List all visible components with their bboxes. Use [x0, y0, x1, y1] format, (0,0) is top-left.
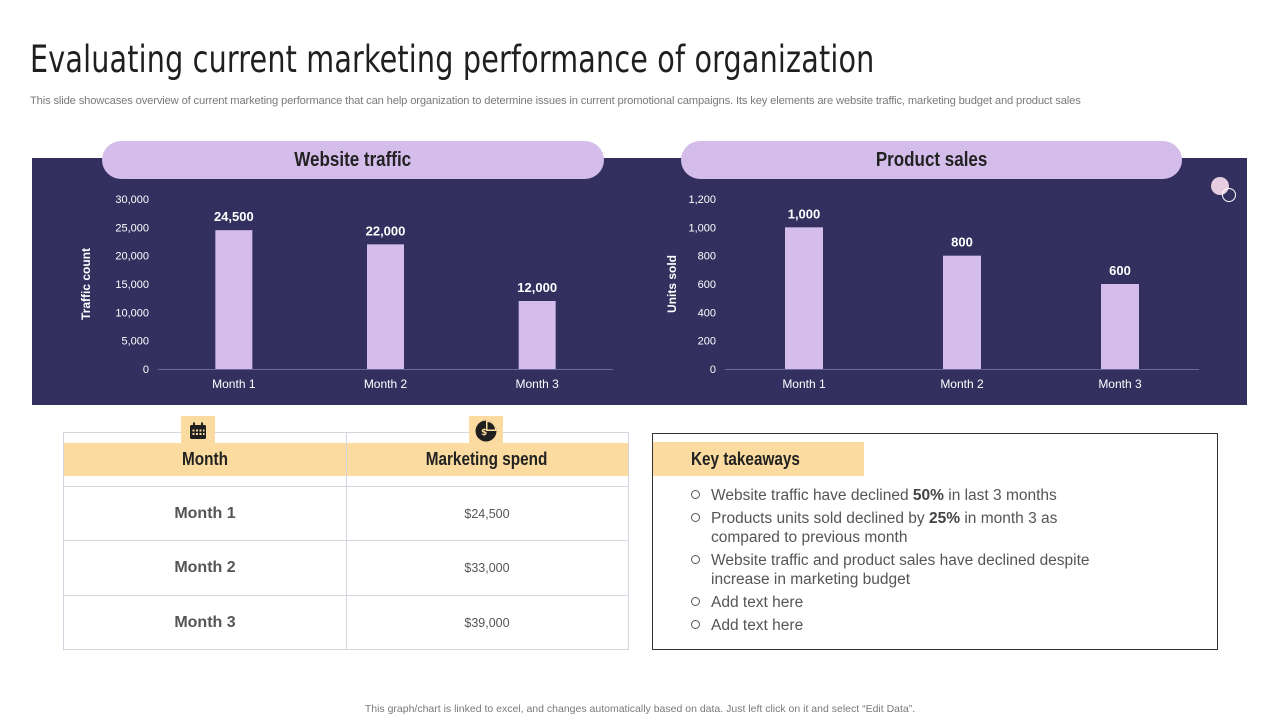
- table-row: Month 1 $24,500: [64, 487, 628, 541]
- bullet-icon: [691, 597, 700, 606]
- y-tick-label: 20,000: [115, 251, 149, 263]
- x-tick-label: Month 1: [782, 377, 826, 391]
- bar: [518, 301, 556, 369]
- data-label: 12,000: [517, 280, 557, 295]
- data-label: 800: [951, 235, 973, 250]
- y-tick-label: 1,200: [688, 194, 716, 206]
- bar: [1101, 284, 1139, 369]
- table-header-spend: Marketing spend: [426, 449, 548, 469]
- bullet-icon: [691, 620, 700, 629]
- y-tick-label: 25,000: [115, 222, 149, 234]
- bar: [785, 227, 823, 369]
- bullet-icon: [691, 513, 700, 522]
- table-divider: [64, 595, 628, 596]
- budget-pie-icon: $: [469, 416, 503, 446]
- table-row: Month 3 $39,000: [64, 596, 628, 650]
- y-axis-label: Traffic count: [79, 248, 93, 320]
- list-item: Products units sold declined by 25% in m…: [691, 509, 1111, 547]
- y-tick-label: 1,000: [688, 222, 716, 234]
- bar: [943, 255, 981, 369]
- table-cell-spend: $33,000: [464, 561, 510, 575]
- y-tick-label: 10,000: [115, 307, 149, 319]
- list-item: Website traffic and product sales have d…: [691, 551, 1111, 589]
- website-traffic-header-label: Website traffic: [294, 148, 412, 171]
- calendar-icon: [181, 416, 215, 446]
- list-item: Add text here: [691, 616, 1111, 635]
- x-tick-label: Month 2: [940, 377, 984, 391]
- svg-text:$: $: [481, 428, 487, 438]
- data-label: 22,000: [366, 223, 406, 238]
- y-tick-label: 200: [698, 336, 716, 348]
- table-divider: [346, 433, 347, 649]
- bullet-icon: [691, 555, 700, 564]
- table-cell-month: Month 3: [174, 614, 236, 631]
- table-cell-spend: $39,000: [464, 616, 510, 630]
- table-header-month: Month: [182, 449, 228, 469]
- key-takeaways-heading: Key takeaways: [653, 442, 864, 476]
- table-divider: [64, 540, 628, 541]
- x-tick-label: Month 1: [212, 377, 256, 391]
- y-tick-label: 5,000: [121, 336, 149, 348]
- y-tick-label: 600: [698, 279, 716, 291]
- table-cell-month: Month 1: [174, 505, 236, 522]
- data-label: 24,500: [214, 209, 254, 224]
- y-tick-label: 0: [143, 364, 149, 376]
- page-subtitle: This slide showcases overview of current…: [30, 95, 1081, 107]
- y-axis-label: Units sold: [665, 255, 679, 313]
- footer-note: This graph/chart is linked to excel, and…: [364, 703, 916, 715]
- y-tick-label: 400: [698, 307, 716, 319]
- website-traffic-chart[interactable]: 0 5,000 10,000 15,000 20,000 25,000 30,000 Traf…: [32, 158, 640, 405]
- x-tick-label: Month 3: [1098, 377, 1142, 391]
- data-label: 1,000: [788, 206, 821, 221]
- bar: [215, 230, 253, 369]
- x-tick-label: Month 2: [364, 377, 408, 391]
- y-tick-label: 30,000: [115, 194, 149, 206]
- table-cell-spend: $24,500: [464, 507, 510, 521]
- y-tick-label: 15,000: [115, 279, 149, 291]
- y-tick-label: 800: [698, 251, 716, 263]
- product-sales-header-label: Product sales: [875, 148, 988, 171]
- product-sales-chart[interactable]: 0 200 400 600 800 1,000 1,200 Units sold 1,000 Mo…: [640, 158, 1247, 405]
- page-title: Evaluating current marketing performance…: [30, 38, 875, 81]
- key-takeaways-panel: Key takeaways Website traffic have decli…: [652, 433, 1218, 650]
- product-sales-header: Product sales: [681, 141, 1182, 179]
- bar: [367, 244, 404, 369]
- marketing-spend-table: Month Marketing spend Month 1 $24,500 Mo…: [63, 432, 629, 650]
- table-row: Month 2 $33,000: [64, 541, 628, 595]
- x-tick-label: Month 3: [515, 377, 559, 391]
- y-tick-label: 0: [710, 364, 716, 376]
- list-item: Add text here: [691, 593, 1111, 612]
- bullet-icon: [691, 490, 700, 499]
- list-item: Website traffic have declined 50% in las…: [691, 486, 1111, 505]
- data-label: 600: [1109, 263, 1131, 278]
- takeaways-list: Website traffic have declined 50% in las…: [691, 486, 1111, 639]
- table-cell-month: Month 2: [174, 559, 236, 576]
- table-divider: [64, 486, 628, 487]
- decorative-ring-icon: [1222, 188, 1236, 202]
- website-traffic-header: Website traffic: [102, 141, 604, 179]
